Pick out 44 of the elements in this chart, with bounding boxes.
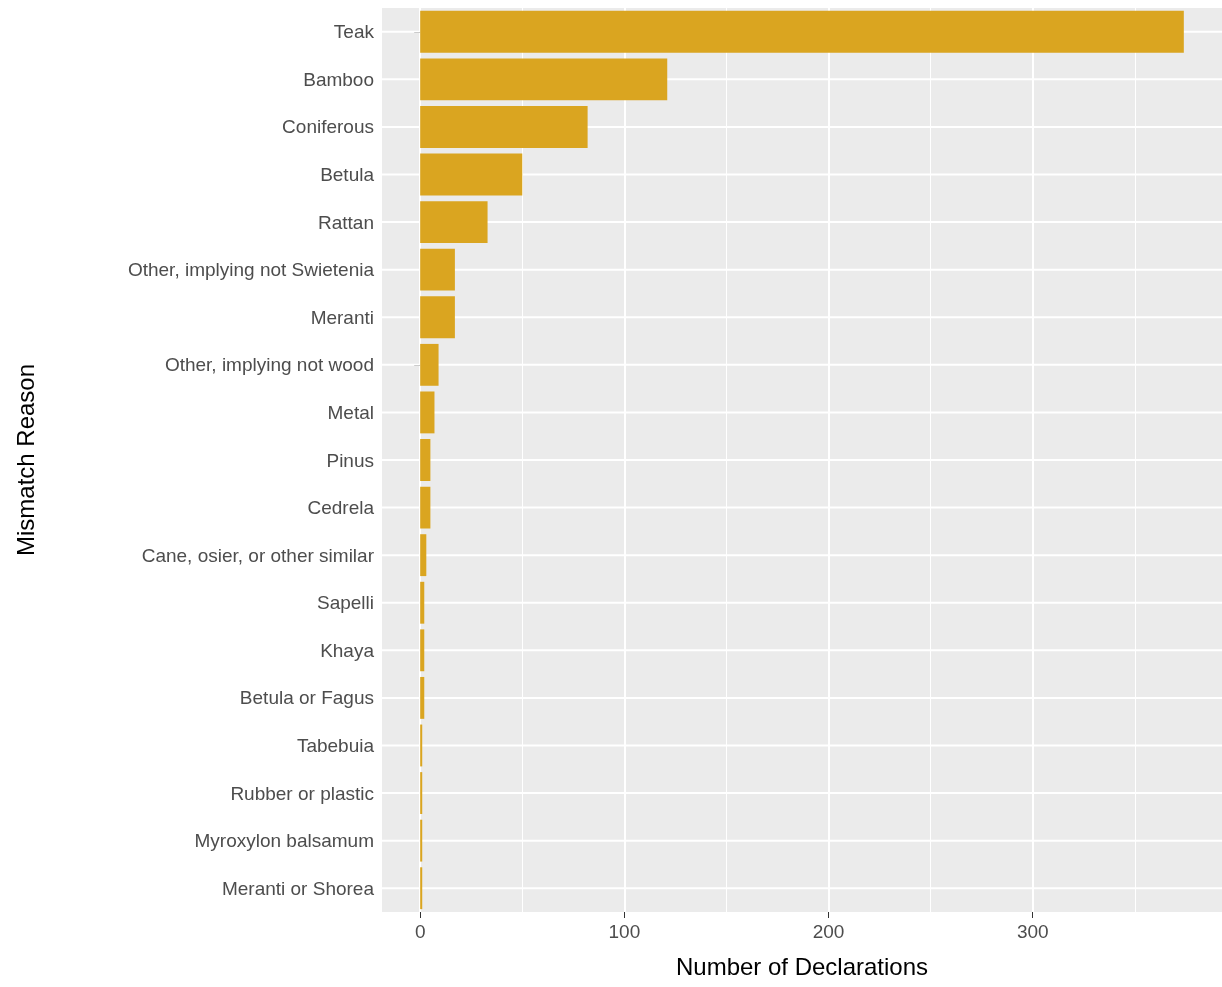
y-tick-label: Betula [320, 164, 375, 186]
bar [420, 248, 455, 291]
bar [420, 819, 423, 862]
x-tick-label: 200 [812, 921, 845, 942]
y-tick-label: Rubber or plastic [230, 782, 374, 804]
y-tick-label: Khaya [320, 639, 375, 661]
x-tick-label: 0 [414, 921, 426, 942]
y-tick-label: Other, implying not Swietenia [127, 259, 375, 281]
y-tick-label: Cane, osier, or other similar [141, 544, 375, 566]
bar [420, 439, 431, 481]
y-tick-label: Sapelli [316, 592, 374, 614]
y-tick-label: Teak [333, 21, 375, 43]
bar [420, 343, 439, 386]
bar [420, 629, 425, 672]
y-tick-label: Rattan [318, 211, 374, 233]
bar [420, 58, 668, 101]
y-tick-label: Betula or Fagus [239, 687, 374, 709]
bar [420, 153, 523, 196]
x-tick-label: 300 [1016, 921, 1049, 942]
y-tick-label: Coniferous [282, 116, 374, 138]
bar [420, 581, 425, 624]
bar [420, 296, 455, 339]
y-tick-label: Bamboo [303, 68, 374, 90]
x-axis-title: Number of Declarations [675, 952, 929, 980]
bar [420, 391, 435, 434]
x-tick-label: 100 [608, 921, 641, 942]
y-tick-label: Metal [327, 401, 374, 423]
bar [420, 201, 488, 244]
y-tick-label: Myroxylon balsamum [194, 830, 374, 852]
y-tick-label: Pinus [326, 449, 374, 471]
y-tick-label: Other, implying not wood [164, 354, 374, 376]
y-tick-label: Cedrela [307, 497, 375, 519]
y-tick-label: Meranti [310, 306, 374, 328]
bar [420, 10, 1184, 53]
bar [420, 867, 423, 910]
bar [420, 676, 425, 719]
y-tick-label: Tabebuia [296, 734, 375, 756]
y-axis-title: Mismatch Reason [11, 363, 39, 557]
bar [420, 724, 423, 767]
bar [420, 106, 588, 148]
bar [420, 486, 431, 529]
bar [420, 534, 427, 577]
y-tick-label: Meranti or Shorea [221, 877, 375, 899]
bar [420, 772, 423, 814]
